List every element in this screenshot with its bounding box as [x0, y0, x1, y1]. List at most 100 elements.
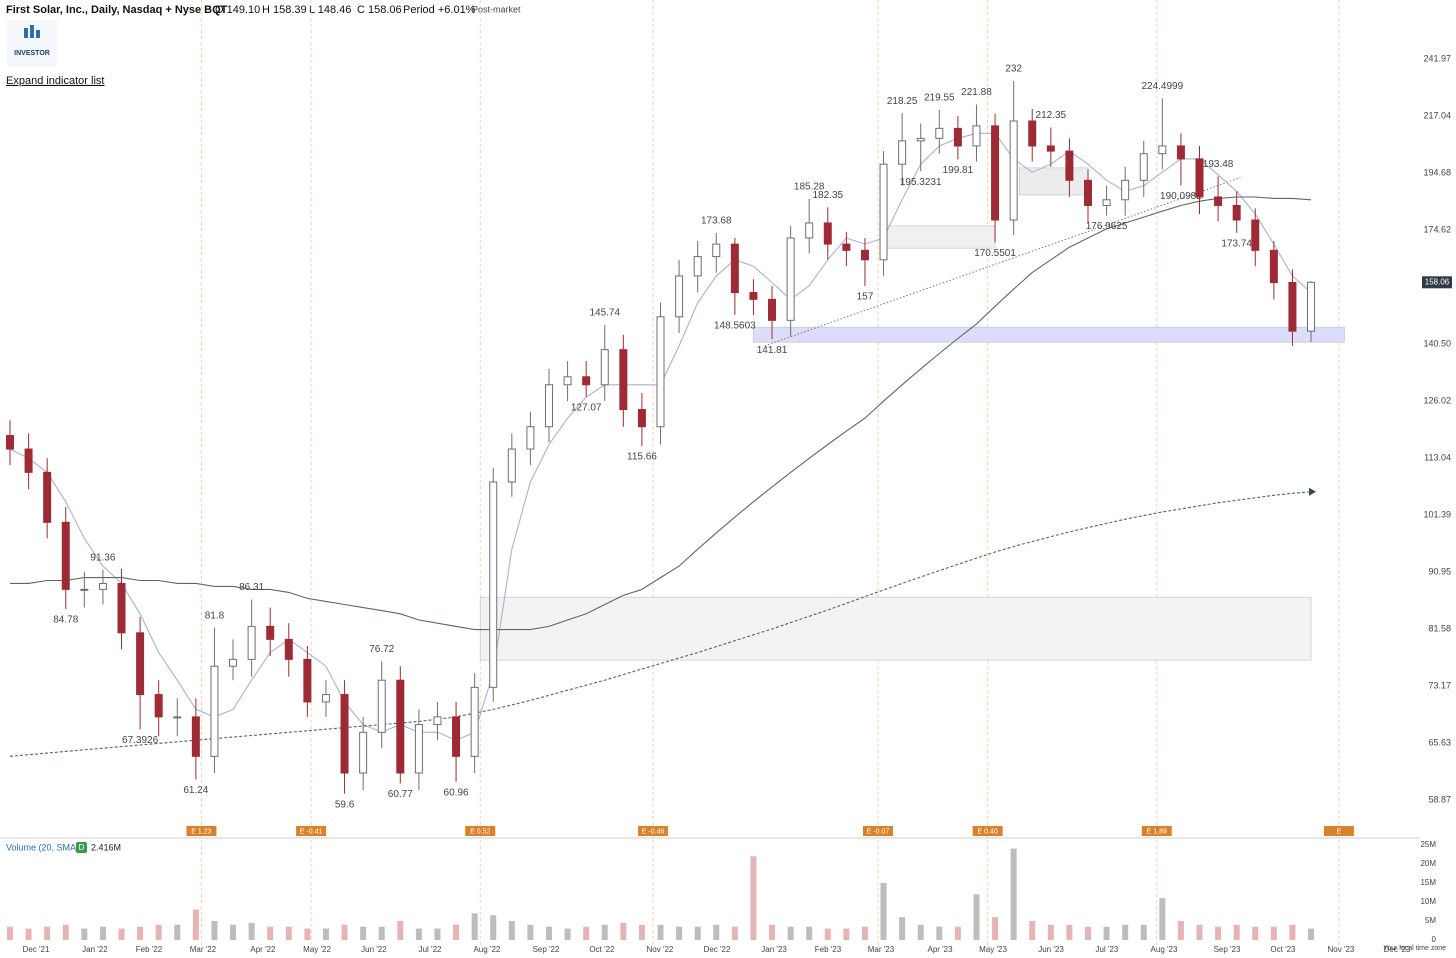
- event-badge: [1141, 826, 1172, 836]
- x-tick-label: Jul '23: [1096, 945, 1119, 954]
- y-tick-label: 194.68: [1423, 167, 1451, 177]
- candle-body: [1083, 179, 1092, 206]
- candle-body: [860, 249, 869, 261]
- volume-bar: [99, 926, 106, 940]
- volume-bar: [694, 926, 701, 940]
- y-tick-label: 101.39: [1423, 509, 1451, 519]
- event-badge: [1323, 826, 1354, 836]
- volume-bar: [936, 926, 943, 940]
- event-label: E -0.41: [300, 828, 323, 835]
- x-tick-label: May '23: [979, 945, 1007, 954]
- x-tick-label: Sep '22: [533, 945, 560, 954]
- high-label: 81.8: [205, 610, 225, 621]
- low-label: 59.6: [335, 799, 355, 810]
- x-tick-label: Jan '23: [761, 945, 787, 954]
- volume-bar: [211, 920, 218, 940]
- volume-bar: [1084, 926, 1091, 940]
- volume-bar: [137, 926, 144, 940]
- period-change: Period +6.01%: [403, 4, 476, 16]
- x-tick-label: Dec '22: [704, 945, 731, 954]
- y-tick-label: 90.95: [1428, 566, 1451, 576]
- event-label: E -0.07: [867, 828, 890, 835]
- volume-bar: [1140, 924, 1147, 940]
- volume-bar: [25, 928, 32, 940]
- event-label: E -0.46: [642, 828, 665, 835]
- candle-body: [210, 665, 219, 757]
- y-tick-label: 58.87: [1428, 795, 1451, 805]
- volume-bar: [601, 924, 608, 940]
- volume-bar: [676, 926, 683, 940]
- volume-bar: [992, 917, 999, 940]
- low-label: 115.66: [627, 452, 657, 463]
- volume-tick-label: 0: [1432, 935, 1437, 944]
- volume-bar: [378, 926, 385, 940]
- candle-body: [1176, 145, 1185, 160]
- low-label: 176.9625: [1086, 221, 1128, 232]
- candle-body: [600, 349, 609, 386]
- logo-bar: [36, 30, 40, 38]
- ohlc-low: L 148.46: [309, 4, 351, 16]
- candle-body: [284, 638, 293, 660]
- y-tick-label: 217.04: [1423, 110, 1451, 120]
- volume-bar: [731, 926, 738, 940]
- volume-badge-label: D: [79, 843, 85, 852]
- low-label: 127.07: [571, 402, 602, 413]
- candle-body: [433, 716, 442, 726]
- volume-bar: [341, 924, 348, 940]
- volume-bar: [471, 913, 478, 940]
- volume-badge: [76, 842, 87, 853]
- x-tick-label: Dec '23: [1384, 945, 1411, 954]
- volume-bar: [174, 924, 181, 940]
- low-label: 148.5603: [714, 320, 756, 331]
- candle-body: [786, 237, 795, 321]
- candle-body: [452, 716, 461, 757]
- volume-bar: [545, 926, 552, 940]
- ohlc-high: H 158.39: [262, 4, 307, 16]
- low-label: 195.3231: [900, 177, 942, 188]
- volume-bar: [638, 924, 645, 940]
- volume-bar: [192, 909, 199, 940]
- event-label: E 1.23: [191, 828, 211, 835]
- candle-body: [563, 376, 572, 386]
- candle-body: [24, 448, 33, 473]
- candle-body: [340, 694, 349, 774]
- volume-bar: [360, 926, 367, 940]
- candle-body: [377, 679, 386, 733]
- volume-bar: [1066, 924, 1073, 940]
- candle-body: [619, 349, 628, 411]
- volume-bar: [304, 928, 311, 940]
- candle-body: [1158, 145, 1167, 155]
- moving-average: [9, 491, 1312, 757]
- volume-bar: [62, 924, 69, 940]
- x-tick-label: Jun '23: [1038, 945, 1064, 954]
- low-label: 60.77: [388, 789, 413, 800]
- x-tick-label: Sep '23: [1214, 945, 1241, 954]
- candle-body: [1307, 281, 1316, 332]
- expand-link[interactable]: Expand indicator list: [6, 75, 104, 87]
- chart-title: First Solar, Inc., Daily, Nasdaq + Nyse …: [6, 4, 228, 16]
- candle-body: [805, 222, 814, 239]
- y-tick-label: 140.50: [1423, 338, 1451, 348]
- high-label: 86.31: [239, 582, 264, 593]
- volume-bar: [155, 924, 162, 940]
- volume-bar: [1029, 920, 1036, 940]
- candle-body: [359, 731, 368, 774]
- plot: E 1.23 E -0.41 E 0.52 E -0.46 E -0.07 E 0.40 E…: [6, 0, 1452, 954]
- arrow-head: [1309, 487, 1317, 496]
- volume-tick-label: 10M: [1420, 897, 1436, 906]
- event-badge: [972, 826, 1003, 836]
- x-tick-label: Nov '22: [647, 945, 674, 954]
- x-tick-label: Mar '23: [868, 945, 895, 954]
- candle-body: [489, 481, 498, 688]
- candle-body: [303, 658, 312, 703]
- volume-bar: [1047, 924, 1054, 940]
- candle-body: [43, 471, 52, 523]
- y-tick-label: 113.04: [1424, 452, 1451, 462]
- zone: [1018, 167, 1089, 196]
- candle-body: [1232, 204, 1241, 221]
- candle-body: [6, 435, 14, 450]
- volume-current: 2.416M: [91, 842, 121, 852]
- moving-average: [10, 196, 1312, 631]
- low-label: 157: [857, 291, 874, 302]
